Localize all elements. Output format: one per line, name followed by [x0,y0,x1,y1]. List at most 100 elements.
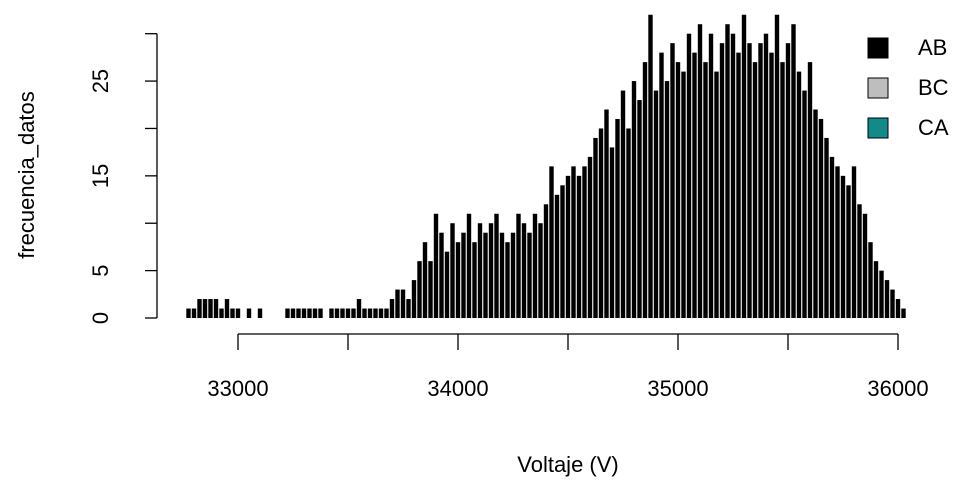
bar [785,43,791,319]
bar [516,213,521,318]
bar [444,251,450,318]
bar [488,223,494,318]
y-axis-title: frecuencia_datos [14,91,39,259]
bar [631,81,637,318]
bar [191,308,197,318]
bar [461,232,466,318]
bar [466,213,472,318]
bar [846,185,851,318]
bar [246,308,252,318]
bar [736,52,741,319]
bar [301,308,307,318]
bar [378,308,384,318]
bar [235,308,241,318]
bar [714,71,719,318]
bar [890,289,895,318]
bar [576,175,582,318]
bar [428,261,433,318]
bar [510,232,516,318]
bar [356,299,362,318]
y-tick-label: 15 [88,164,113,188]
bar [417,261,422,318]
bar [609,147,615,318]
bar [824,137,829,318]
bar [747,43,752,319]
bar [494,213,499,318]
bar [648,14,653,318]
bar [620,90,626,318]
bar [329,308,334,318]
bar [532,213,538,318]
bar [257,308,263,318]
bar [505,242,510,318]
bar [686,33,692,318]
bar [637,100,642,319]
bar [450,223,455,318]
bar [367,308,373,318]
bar [230,308,235,318]
bar [307,308,312,318]
bar [626,128,631,318]
bar [840,175,846,318]
x-axis-title: Voltaje (V) [517,452,619,477]
bar [879,270,884,318]
bar [774,14,780,318]
bar [758,43,763,319]
bar [285,308,290,318]
bar [587,156,593,318]
bar [395,289,400,318]
legend-label: BC [918,75,949,100]
bar [389,299,395,318]
bar [499,232,505,318]
bar [670,43,675,319]
bar [334,308,340,318]
bar [318,308,323,318]
bar [653,90,659,318]
bar [202,299,208,318]
bar [422,242,428,318]
bar [604,109,609,318]
bar [884,280,890,318]
bar [862,213,868,318]
y-tick-label: 5 [88,264,113,276]
bar [411,280,417,318]
legend-swatch [867,117,889,139]
bar [400,289,406,318]
bar [472,242,477,318]
bar [527,232,532,318]
bar [521,223,527,318]
bar [477,223,483,318]
bar [549,166,554,318]
bar [730,33,736,318]
bar [675,62,681,318]
bar [433,213,439,318]
bar [829,156,835,318]
bar [703,62,708,318]
y-tick-label: 0 [88,312,113,324]
bar [857,204,862,318]
bar [340,308,345,318]
x-tick-label: 35000 [647,376,708,401]
bar [554,194,560,318]
bar [483,232,488,318]
bar [708,33,714,318]
x-tick-label: 36000 [867,376,928,401]
bar [406,299,411,318]
bar [697,24,703,318]
bar [598,128,604,318]
bar [362,308,367,318]
legend-label: AB [918,35,947,60]
bar [560,185,565,318]
bar [538,223,543,318]
bar [213,299,219,318]
bar [725,24,730,318]
bar [219,308,224,318]
bar [873,261,879,318]
bar [593,137,598,318]
bar [769,52,774,319]
bar [642,62,648,318]
bar [290,308,296,318]
bar [807,62,813,318]
bar [741,14,747,318]
